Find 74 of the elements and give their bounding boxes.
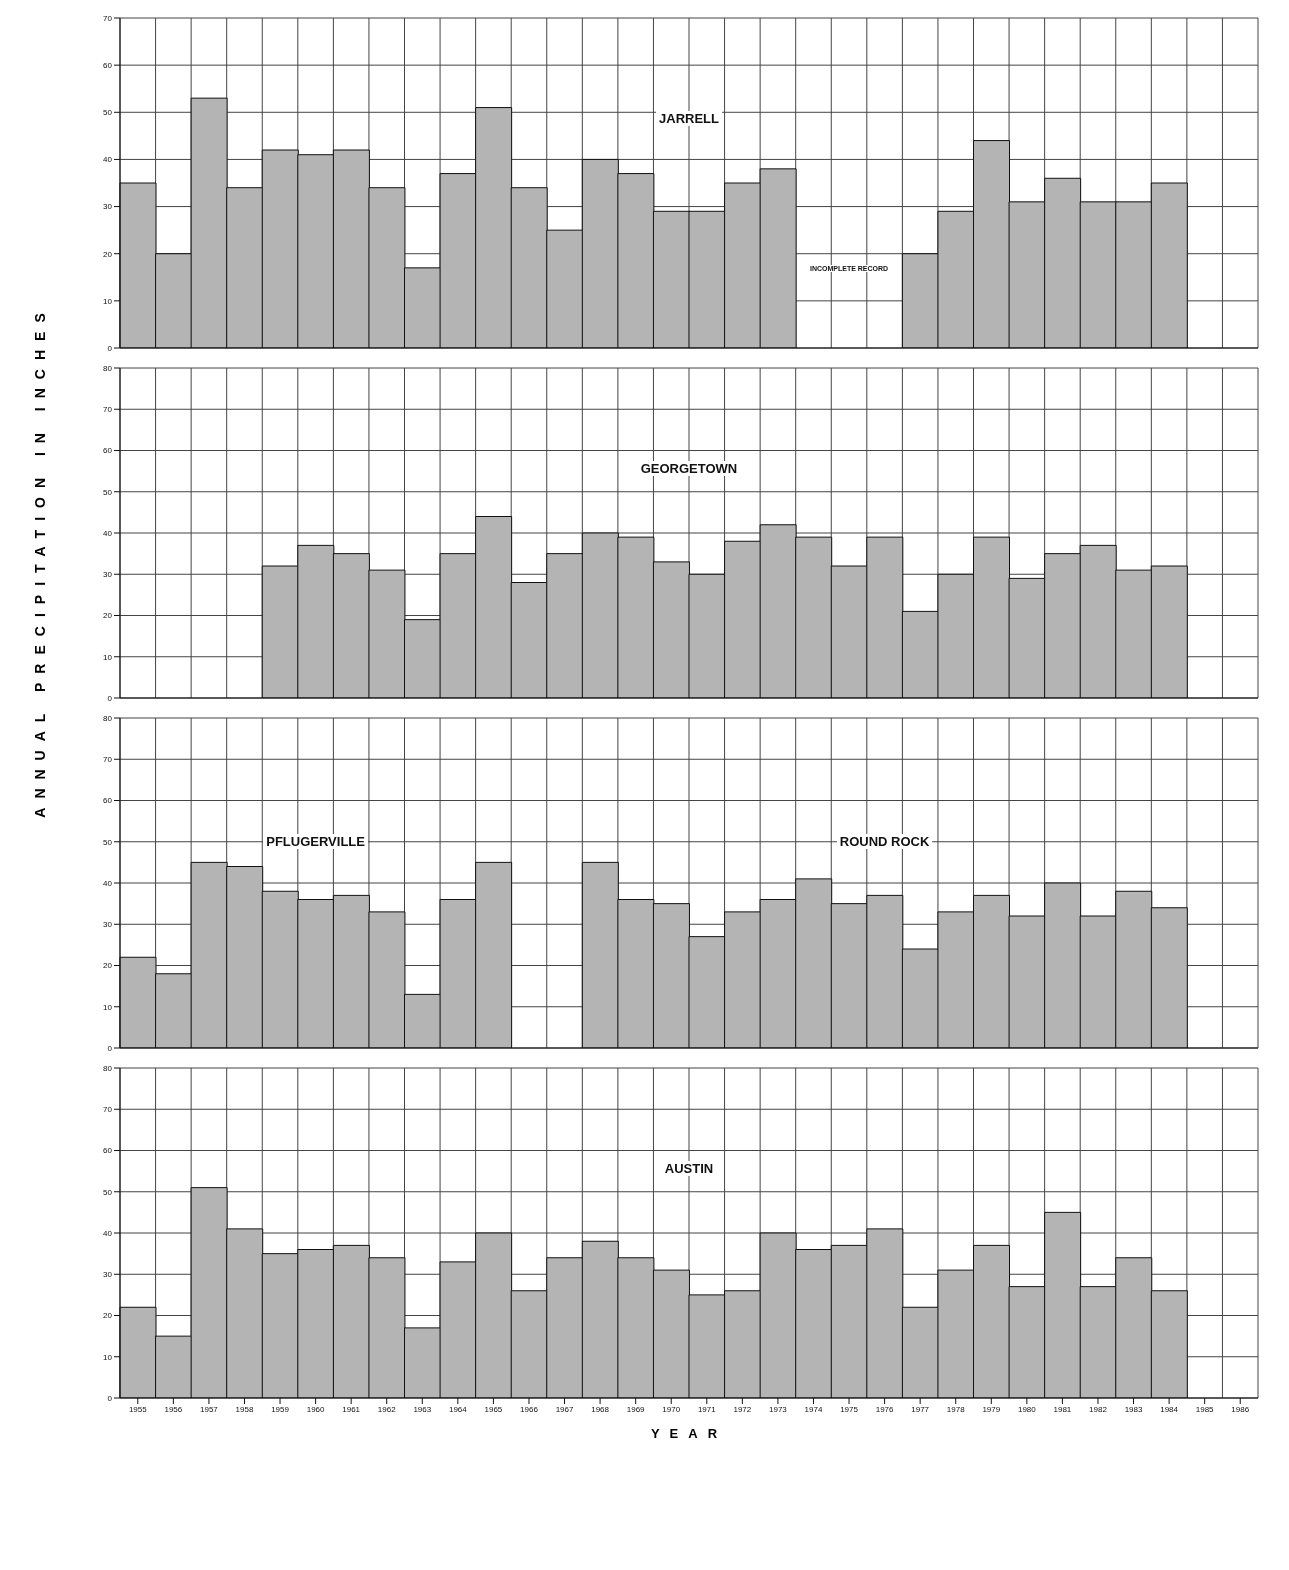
y-tick-label: 0 [107, 693, 113, 703]
y-tick-label: 80 [103, 713, 113, 723]
y-tick-label: 70 [103, 755, 113, 765]
x-tick-label: 1972 [733, 1404, 752, 1414]
x-tick-label: 1956 [164, 1404, 183, 1414]
x-tick-label: 1981 [1053, 1404, 1072, 1414]
x-tick-label: 1973 [769, 1404, 788, 1414]
y-tick-label: 50 [103, 487, 113, 497]
y-tick-label: 30 [103, 202, 113, 212]
x-tick-label: 1963 [413, 1404, 432, 1414]
y-tick-label: 60 [103, 1146, 113, 1156]
text: JARRELL [656, 111, 722, 126]
y-tick-label: 80 [103, 363, 113, 373]
x-tick-label: 1969 [626, 1404, 646, 1414]
x-tick-label: 1961 [342, 1404, 361, 1414]
y-tick-label: 50 [103, 837, 113, 847]
y-tick-label: 60 [103, 796, 113, 806]
y-tick-label: 20 [103, 1311, 113, 1321]
x-tick-label: 1962 [377, 1404, 397, 1414]
y-tick-label: 50 [103, 1187, 113, 1197]
y-tick-label: 20 [103, 611, 113, 621]
y-tick-label: 40 [103, 528, 113, 538]
y-tick-label: 60 [103, 446, 113, 456]
x-tick-label: 1964 [448, 1404, 468, 1414]
x-tick-label: 1986 [1231, 1404, 1250, 1414]
x-tick-label: 1978 [946, 1404, 966, 1414]
x-tick-label: 1979 [982, 1404, 1001, 1414]
x-tick-label: 1970 [662, 1404, 681, 1414]
y-tick-label: 0 [107, 1043, 113, 1053]
x-tick-label: 1959 [271, 1404, 290, 1414]
y-tick-label: 70 [103, 1105, 113, 1115]
y-tick-label: 30 [103, 570, 113, 580]
y-tick-label: 60 [103, 60, 113, 70]
y-tick-label: 0 [107, 1393, 113, 1403]
x-tick-label: 1966 [520, 1404, 539, 1414]
x-tick-label: 1967 [555, 1404, 574, 1414]
y-tick-label: 50 [103, 108, 113, 118]
x-tick-label: 1976 [875, 1404, 895, 1414]
y-tick-label: 70 [103, 13, 113, 23]
y-tick-label: 20 [103, 249, 113, 259]
x-tick-label: 1974 [804, 1404, 823, 1414]
x-tick-label: 1958 [235, 1404, 254, 1414]
y-tick-label: 30 [103, 920, 113, 930]
y-tick-label: 20 [103, 961, 113, 971]
x-tick-label: 1955 [128, 1404, 148, 1414]
x-tick-label: 1971 [697, 1404, 717, 1414]
text: ROUND ROCK [836, 834, 933, 850]
text: AUSTIN [661, 1161, 717, 1176]
x-tick-label: 1985 [1195, 1404, 1215, 1414]
x-tick-label: 1968 [591, 1404, 610, 1414]
y-tick-label: 80 [103, 1063, 113, 1073]
x-tick-label: 1982 [1089, 1404, 1108, 1414]
y-tick-label: 40 [103, 878, 113, 888]
y-tick-label: 10 [103, 1002, 113, 1012]
x-tick-label: 1960 [306, 1404, 326, 1414]
x-tick-label: 1965 [484, 1404, 503, 1414]
x-tick-label: 1957 [200, 1404, 219, 1414]
x-tick-label: 1983 [1124, 1404, 1143, 1414]
x-tick-label: 1977 [911, 1404, 930, 1414]
y-tick-label: 40 [103, 1228, 113, 1238]
text: GEORGETOWN [637, 461, 741, 476]
x-axis-title: YEAR [649, 1426, 729, 1441]
y-tick-label: 10 [103, 652, 113, 662]
series-label: PFLUGERVILLE [263, 834, 368, 850]
y-tick-label: 70 [103, 405, 113, 415]
x-tick-label: 1980 [1017, 1404, 1037, 1414]
y-tick-label: 10 [103, 1352, 113, 1362]
y-tick-label: 10 [103, 296, 113, 306]
y-axis-title: ANNUAL PRECIPITATION IN INCHES [32, 303, 48, 820]
y-tick-label: 40 [103, 155, 113, 165]
x-tick-label: 1975 [840, 1404, 859, 1414]
x-tick-label: 1984 [1160, 1404, 1179, 1414]
y-tick-label: 0 [107, 343, 113, 353]
y-tick-label: 30 [103, 1270, 113, 1280]
